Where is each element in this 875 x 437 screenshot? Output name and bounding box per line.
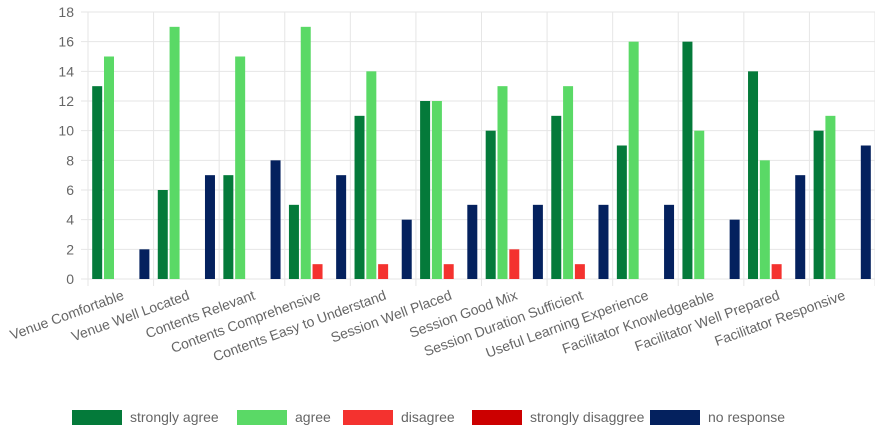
bar-strongly-agree xyxy=(616,145,627,279)
bar-strongly-agree xyxy=(748,71,759,279)
bar-agree xyxy=(825,115,836,279)
y-tick-label: 14 xyxy=(58,63,74,79)
grid-lines xyxy=(81,11,875,286)
bar-strongly-agree xyxy=(485,130,496,279)
y-axis: 0 2 4 6 8 10 12 14 16 18 xyxy=(58,4,74,287)
bar-strongly-agree xyxy=(288,204,299,279)
bar-agree xyxy=(366,71,377,279)
bar-agree xyxy=(759,160,770,279)
bar-no-response xyxy=(467,204,478,279)
y-tick-label: 8 xyxy=(66,152,74,168)
legend-label: strongly disaggree xyxy=(530,409,645,425)
y-tick-label: 18 xyxy=(58,4,74,20)
legend-label: agree xyxy=(295,409,331,425)
legend-item[interactable]: disagree xyxy=(343,404,455,430)
y-tick-label: 4 xyxy=(66,212,74,228)
y-tick-label: 6 xyxy=(66,182,74,198)
legend-item[interactable]: strongly agree xyxy=(72,404,219,430)
legend-label: no response xyxy=(708,409,786,425)
bar-disagree xyxy=(509,249,520,279)
bar-agree xyxy=(694,130,705,279)
y-tick-label: 0 xyxy=(66,271,74,287)
legend-swatch xyxy=(343,409,393,425)
y-tick-label: 12 xyxy=(58,93,74,109)
bar-no-response xyxy=(270,160,281,279)
bar-disagree xyxy=(443,264,454,279)
bar-strongly-agree xyxy=(92,86,103,280)
bar-disagree xyxy=(771,264,782,279)
y-tick-label: 2 xyxy=(66,241,74,257)
legend-swatch xyxy=(650,409,700,425)
bar-strongly-agree xyxy=(551,115,562,279)
bar-strongly-agree xyxy=(157,190,168,279)
bar-strongly-agree xyxy=(813,130,824,279)
bar-agree xyxy=(628,41,639,279)
bar-agree xyxy=(563,86,574,280)
bar-no-response xyxy=(401,219,412,279)
bar-no-response xyxy=(139,249,150,279)
bar-no-response xyxy=(795,175,806,279)
bar-agree xyxy=(235,56,246,279)
bar-no-response xyxy=(532,204,543,279)
bar-disagree xyxy=(312,264,323,279)
bar-agree xyxy=(300,26,311,280)
legend-swatch xyxy=(472,409,522,425)
bar-no-response xyxy=(860,145,871,279)
legend-item[interactable]: no response xyxy=(650,404,785,430)
legend-label: strongly agree xyxy=(130,409,219,425)
bar-disagree xyxy=(378,264,389,279)
legend: strongly agree agree disagree strongly disa… xyxy=(0,404,875,430)
bar-strongly-agree xyxy=(682,41,693,279)
legend-swatch xyxy=(237,409,287,425)
bar-agree xyxy=(103,56,114,279)
bar-strongly-agree xyxy=(420,101,431,279)
bar-no-response xyxy=(598,204,609,279)
legend-label: disagree xyxy=(401,409,455,425)
bars xyxy=(92,26,871,280)
legend-item[interactable]: strongly disaggree xyxy=(472,404,644,430)
y-tick-label: 16 xyxy=(58,34,74,50)
bar-no-response xyxy=(204,175,215,279)
bar-agree xyxy=(169,26,180,280)
bar-strongly-agree xyxy=(223,175,234,279)
bar-no-response xyxy=(664,204,675,279)
bar-no-response xyxy=(336,175,347,279)
bar-no-response xyxy=(729,219,740,279)
legend-swatch xyxy=(72,409,122,425)
bar-strongly-agree xyxy=(354,115,365,279)
y-tick-label: 10 xyxy=(58,123,74,139)
bar-agree xyxy=(431,101,442,279)
bar-agree xyxy=(497,86,508,280)
bar-disagree xyxy=(574,264,585,279)
legend-item[interactable]: agree xyxy=(237,404,331,430)
